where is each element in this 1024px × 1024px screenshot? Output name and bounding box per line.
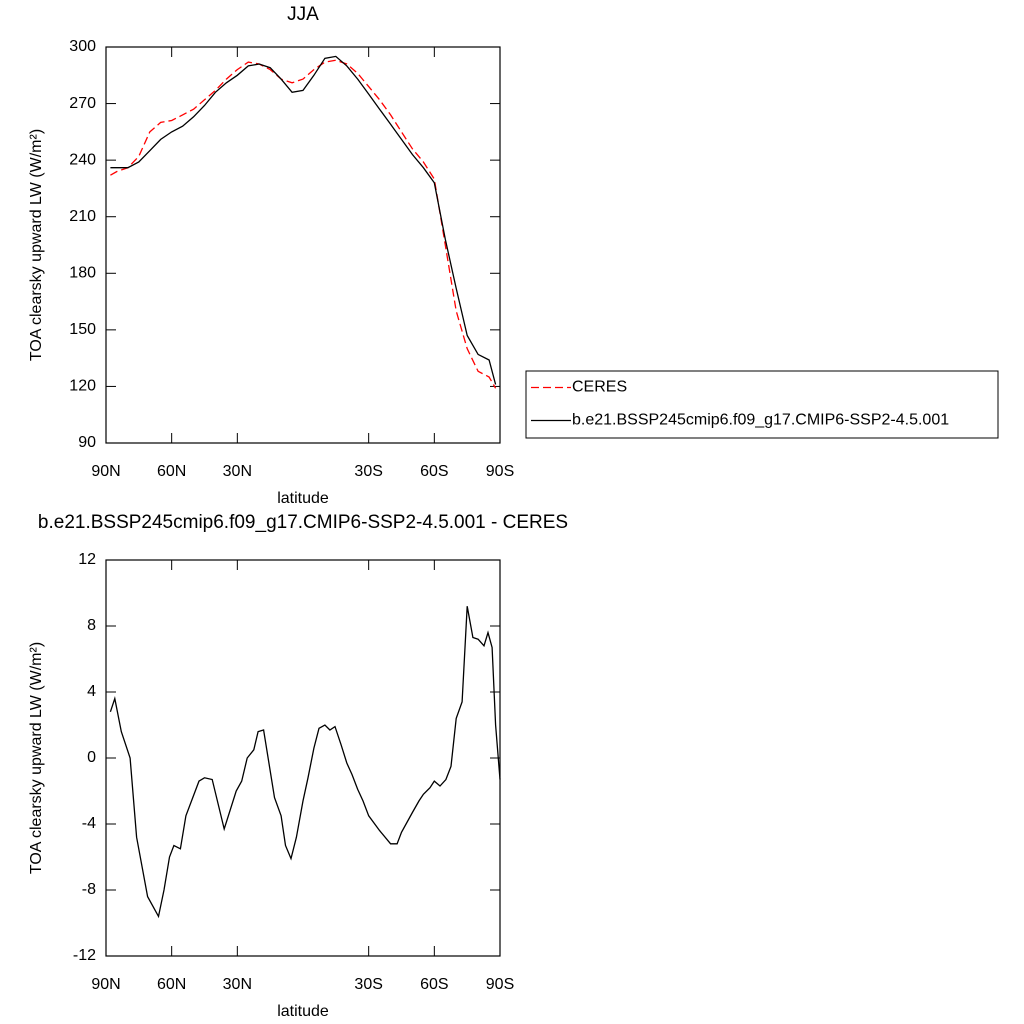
y-tick-label: 180 [69,265,96,282]
x-tick-label: 90S [486,976,514,993]
y-tick-label: 240 [69,151,96,168]
data-line [109,606,501,919]
y-tick-label: -8 [82,881,96,898]
x-tick-label: 60N [157,463,186,480]
chart-title: JJA [287,4,319,25]
x-tick-label: 30S [354,976,382,993]
legend-box [525,370,999,439]
x-tick-label: 30N [223,976,252,993]
plot-frame [105,559,501,957]
y-tick-label: 270 [69,95,96,112]
x-tick-label: 60S [420,463,448,480]
x-tick-label: 90S [486,463,514,480]
data-line [110,59,497,389]
x-tick-label: 60N [157,976,186,993]
y-tick-label: 300 [69,38,96,55]
y-tick-label: 90 [78,434,96,451]
y-tick-label: 210 [69,208,96,225]
y-tick-label: 12 [78,551,96,568]
y-tick-label: 120 [69,378,96,395]
x-tick-label: 90N [91,463,120,480]
x-axis-label: latitude [277,490,329,507]
y-axis-label: TOA clearsky upward LW (W/m²) [28,129,45,361]
y-tick-label: 0 [87,749,96,766]
y-tick-label: 150 [69,321,96,338]
y-tick-label: -4 [82,815,96,832]
x-tick-label: 30S [354,463,382,480]
y-axis-label: TOA clearsky upward LW (W/m²) [28,642,45,874]
y-tick-label: 8 [87,617,96,634]
plot-frame [105,46,501,444]
x-axis-label: latitude [277,1003,329,1020]
x-tick-label: 60S [420,976,448,993]
chart-title: b.e21.BSSP245cmip6.f09_g17.CMIP6-SSP2-4.… [38,512,568,533]
legend-label: b.e21.BSSP245cmip6.f09_g17.CMIP6-SSP2-4.… [572,412,949,429]
x-tick-label: 90N [91,976,120,993]
y-tick-label: -12 [73,947,96,964]
y-tick-label: 4 [87,683,96,700]
legend-label: CERES [572,379,627,396]
x-tick-label: 30N [223,463,252,480]
data-line [110,55,497,385]
